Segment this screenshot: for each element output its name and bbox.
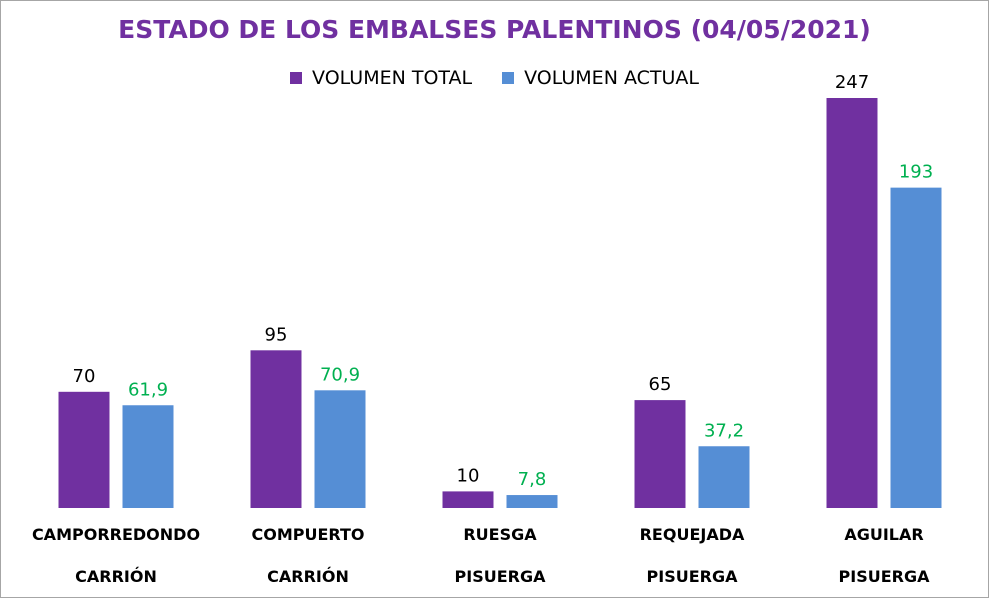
label-total-1: 95 [265,324,288,345]
label-total-2: 10 [457,465,480,486]
category-name-2: RUESGA [463,525,537,544]
category-river-4: PISUERGA [839,567,931,586]
legend-item-actual: VOLUMEN ACTUAL [502,67,699,89]
category-river-1: CARRIÓN [267,567,349,586]
category-name-3: REQUEJADA [640,525,745,544]
label-actual-0: 61,9 [128,379,168,400]
legend-swatch-actual [502,72,515,84]
legend-label-total: VOLUMEN TOTAL [312,67,473,89]
bar-actual-4 [890,187,942,508]
label-actual-4: 193 [899,162,933,183]
category-river-3: PISUERGA [647,567,739,586]
bar-total-2 [442,491,494,508]
label-total-4: 247 [835,72,869,93]
chart-legend: VOLUMEN TOTAL VOLUMEN ACTUAL [1,67,988,89]
bar-total-3 [634,400,686,508]
label-total-0: 70 [73,366,96,387]
label-actual-3: 37,2 [704,420,744,441]
bar-total-4 [826,98,878,508]
legend-label-actual: VOLUMEN ACTUAL [524,67,699,89]
bar-total-0 [58,391,110,508]
label-actual-2: 7,8 [518,469,547,490]
label-actual-1: 70,9 [320,364,360,385]
category-name-4: AGUILAR [844,525,923,544]
bar-actual-1 [314,390,366,508]
legend-swatch-total [290,72,303,84]
category-name-1: COMPUERTO [251,525,364,544]
category-river-2: PISUERGA [455,567,547,586]
label-total-3: 65 [649,374,672,395]
category-river-0: CARRIÓN [75,567,157,586]
chart-title: ESTADO DE LOS EMBALSES PALENTINOS (04/05… [118,15,871,44]
bar-actual-2 [506,495,558,508]
legend-item-total: VOLUMEN TOTAL [290,67,472,89]
bar-actual-3 [698,446,750,508]
category-name-0: CAMPORREDONDO [32,525,200,544]
bar-total-1 [250,350,302,508]
bar-actual-0 [122,405,174,508]
